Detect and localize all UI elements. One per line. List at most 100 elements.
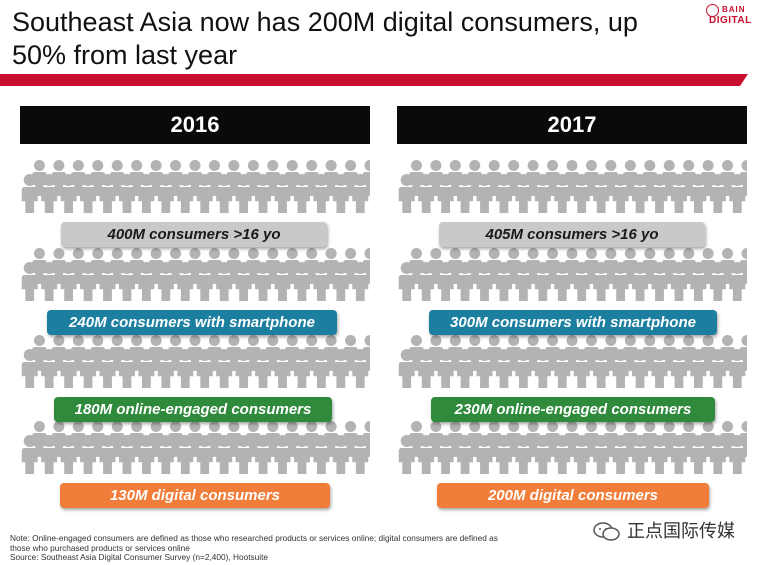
person-figure <box>216 435 233 474</box>
person-figure <box>255 435 272 474</box>
person-figure <box>21 349 38 388</box>
person-figure <box>709 262 726 301</box>
person-figure <box>157 262 174 301</box>
segment-label-adults: 400M consumers >16 yo <box>61 222 327 247</box>
person-figure <box>457 435 474 474</box>
person-figure <box>418 262 435 301</box>
person-figure <box>515 435 532 474</box>
person-figure <box>651 349 668 388</box>
footnote-line1: Note: Online-engaged consumers are defin… <box>10 533 498 543</box>
person-figure <box>118 349 135 388</box>
person-figure <box>41 435 58 474</box>
person-figure <box>80 262 97 301</box>
person-figure <box>534 174 551 213</box>
person-figure <box>612 262 629 301</box>
person-figure <box>495 435 512 474</box>
person-figure <box>632 349 649 388</box>
person-figure <box>255 174 272 213</box>
person-figure <box>515 349 532 388</box>
person-figure <box>235 174 252 213</box>
person-figure <box>476 262 493 301</box>
person-figure <box>593 349 610 388</box>
person-figure <box>398 262 415 301</box>
person-figure <box>573 174 590 213</box>
person-figure <box>293 262 310 301</box>
panel-year-header: 2016 <box>20 106 370 144</box>
person-figure <box>534 435 551 474</box>
person-figure <box>235 435 252 474</box>
person-figure <box>235 349 252 388</box>
person-figure <box>60 349 77 388</box>
person-figure <box>437 262 454 301</box>
person-figure <box>593 435 610 474</box>
bain-digital-logo: BAIN DIGITAL <box>704 4 756 30</box>
person-figure <box>729 174 746 213</box>
person-figure <box>157 174 174 213</box>
person-figure <box>99 435 116 474</box>
person-figure <box>177 349 194 388</box>
person-figure <box>632 174 649 213</box>
person-figure <box>80 435 97 474</box>
person-figure <box>437 435 454 474</box>
person-figure <box>632 435 649 474</box>
person-figure <box>177 174 194 213</box>
person-figure <box>313 262 330 301</box>
person-figure <box>293 349 310 388</box>
person-figure <box>612 174 629 213</box>
person-figure <box>332 435 349 474</box>
person-figure <box>196 262 213 301</box>
person-figure <box>632 262 649 301</box>
person-figure <box>612 349 629 388</box>
person-figure <box>274 174 291 213</box>
person-figure <box>118 174 135 213</box>
person-figure <box>196 435 213 474</box>
person-figure <box>670 174 687 213</box>
person-figure <box>196 174 213 213</box>
person-figure <box>554 262 571 301</box>
person-figure <box>651 174 668 213</box>
person-figure <box>418 435 435 474</box>
person-figure <box>332 349 349 388</box>
person-figure <box>21 262 38 301</box>
person-figure <box>216 174 233 213</box>
person-figure <box>495 262 512 301</box>
person-figure <box>729 349 746 388</box>
segment-label-smartphone: 240M consumers with smartphone <box>47 310 337 335</box>
panel-year-header: 2017 <box>397 106 747 144</box>
segment-label-online-engaged: 180M online-engaged consumers <box>54 397 332 422</box>
person-figure <box>352 435 369 474</box>
person-figure <box>515 262 532 301</box>
person-figure <box>709 349 726 388</box>
person-figure <box>157 349 174 388</box>
person-figure <box>457 174 474 213</box>
person-figure <box>437 174 454 213</box>
watermark-text: 正点国际传媒 <box>627 521 736 541</box>
people-grid <box>398 160 747 474</box>
person-figure <box>118 262 135 301</box>
person-figure <box>651 435 668 474</box>
person-figure <box>313 435 330 474</box>
person-figure <box>313 174 330 213</box>
person-figure <box>352 262 369 301</box>
person-figure <box>332 262 349 301</box>
person-figure <box>418 349 435 388</box>
person-figure <box>255 262 272 301</box>
person-figure <box>235 262 252 301</box>
person-figure <box>21 435 38 474</box>
person-figure <box>593 174 610 213</box>
person-figure <box>255 349 272 388</box>
person-figure <box>41 262 58 301</box>
wechat-icon <box>593 522 620 541</box>
person-figure <box>573 262 590 301</box>
person-figure <box>670 349 687 388</box>
person-figure <box>709 435 726 474</box>
person-figure <box>293 174 310 213</box>
person-figure <box>515 174 532 213</box>
person-figure <box>80 174 97 213</box>
person-figure <box>398 435 415 474</box>
person-figure <box>534 349 551 388</box>
person-figure <box>670 435 687 474</box>
person-figure <box>690 174 707 213</box>
person-figure <box>138 174 155 213</box>
person-figure <box>476 174 493 213</box>
